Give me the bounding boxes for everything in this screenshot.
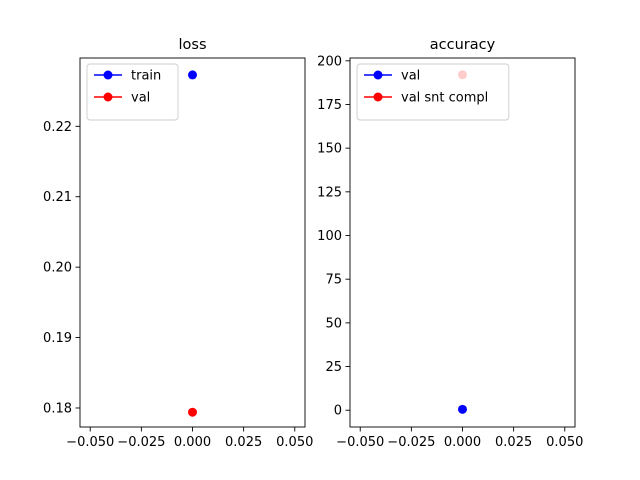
y-tick-label: 125 <box>317 185 342 200</box>
legend-marker <box>103 92 113 102</box>
x-tick-label: −0.025 <box>387 435 435 450</box>
y-tick-label: 0 <box>334 404 342 419</box>
legend-box <box>356 63 510 121</box>
legend-label: val <box>131 91 150 106</box>
legend: train val <box>86 63 179 121</box>
x-tick-label: 0.025 <box>495 435 532 450</box>
data-point-first-series <box>188 70 197 80</box>
axes-frame <box>349 57 576 428</box>
y-tick-label: 25 <box>325 360 342 375</box>
legend-marker <box>373 92 383 102</box>
y-tick-label: 0.20 <box>43 261 72 276</box>
y-tick-label: 200 <box>317 54 342 69</box>
y-tick-label: 75 <box>325 273 342 288</box>
legend-label: val <box>401 69 420 84</box>
x-tick-label: 0.025 <box>225 435 262 450</box>
legend-label: val snt compl <box>401 91 488 106</box>
x-tick-label: 0.000 <box>174 435 211 450</box>
legend-marker <box>103 70 113 80</box>
y-tick-label: 0.19 <box>43 331 72 346</box>
x-tick-label: 0.050 <box>276 435 313 450</box>
legend-label: train <box>131 69 161 84</box>
data-point-first-series <box>458 404 467 414</box>
y-tick-label: 0.18 <box>43 401 72 416</box>
chart-title: loss <box>178 37 206 53</box>
x-tick-label: 0.050 <box>546 435 583 450</box>
x-tick-label: −0.050 <box>336 435 384 450</box>
x-tick-label: −0.025 <box>117 435 165 450</box>
x-tick-label: −0.050 <box>66 435 114 450</box>
x-tick-label: 0.000 <box>444 435 481 450</box>
legend: val val snt compl <box>356 63 510 121</box>
y-tick-label: 0.21 <box>43 190 72 205</box>
subplot-1: loss −0.050 −0.025 0.000 0.025 0.050 0.18 0.19 0… <box>43 37 313 450</box>
y-tick-label: 100 <box>317 229 342 244</box>
subplot-2: accuracy −0.050 −0.025 0.000 0.025 0.050 0 25 50… <box>317 37 583 450</box>
y-tick-label: 0.22 <box>43 120 72 135</box>
data-point-second-series <box>188 407 197 417</box>
axes-frame <box>79 57 306 428</box>
y-tick-label: 150 <box>317 142 342 157</box>
legend-marker <box>373 70 383 80</box>
y-tick-label: 50 <box>325 316 342 331</box>
y-tick-label: 175 <box>317 98 342 113</box>
chart-title: accuracy <box>430 37 496 53</box>
